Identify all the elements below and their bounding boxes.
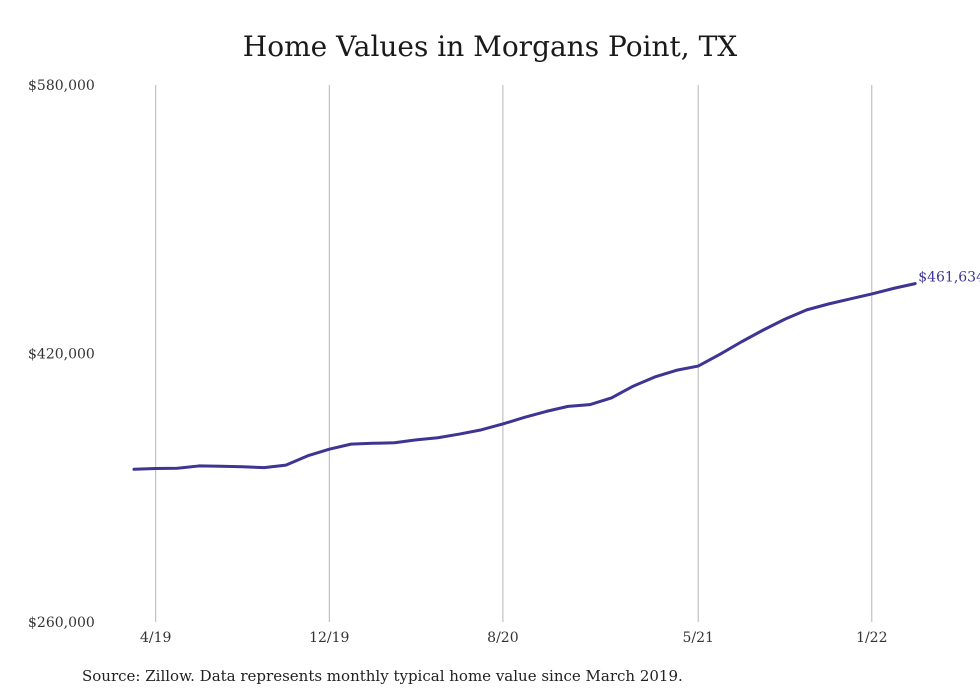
- data-point: [436, 436, 439, 439]
- data-point: [545, 410, 548, 413]
- data-point: [566, 405, 570, 408]
- data-point: [697, 364, 700, 368]
- source-note: Source: Zillow. Data represents monthly …: [82, 667, 683, 685]
- y-tick-label: $260,000: [28, 615, 95, 631]
- data-point: [762, 328, 765, 332]
- x-tick-label: 8/20: [487, 630, 518, 646]
- data-point: [914, 282, 917, 285]
- data-point: [241, 465, 244, 468]
- y-tick-label: $580,000: [28, 78, 95, 94]
- y-axis-ticks: $580,000 $420,000 $260,000: [28, 78, 95, 631]
- x-tick-label: 12/19: [309, 630, 349, 646]
- data-point: [675, 369, 678, 372]
- x-tick-label: 1/22: [856, 630, 887, 646]
- data-point: [653, 375, 656, 379]
- data-point: [154, 467, 157, 470]
- data-point: [371, 442, 374, 445]
- data-point: [176, 467, 179, 470]
- data-point: [870, 292, 873, 296]
- data-point: [523, 416, 526, 419]
- data-point: [219, 465, 222, 468]
- data-point: [414, 438, 418, 442]
- data-point: [783, 317, 787, 321]
- series-layer: $461,634: [132, 270, 980, 471]
- data-point: [263, 466, 266, 469]
- data-point: [501, 422, 505, 426]
- data-point: [458, 432, 461, 436]
- data-point: [718, 353, 722, 356]
- x-tick-label: 5/21: [682, 630, 713, 646]
- data-point: [631, 385, 635, 388]
- data-point: [197, 464, 201, 468]
- data-point: [328, 447, 331, 451]
- data-point: [480, 428, 483, 432]
- data-point: [349, 442, 353, 446]
- y-tick-label: $420,000: [28, 347, 95, 363]
- data-point: [588, 403, 591, 406]
- data-point: [284, 463, 288, 467]
- end-value-label: $461,634: [918, 270, 980, 286]
- data-point: [848, 297, 852, 301]
- x-axis-ticks: 4/19 12/19 8/20 5/21 1/22: [140, 630, 888, 646]
- data-point: [393, 441, 396, 444]
- data-point: [805, 308, 808, 312]
- data-point: [132, 468, 136, 471]
- series-line: [132, 282, 917, 471]
- data-point: [306, 454, 309, 458]
- grid-lines: [155, 85, 873, 622]
- data-point: [892, 287, 895, 290]
- chart-title: Home Values in Morgans Point, TX: [242, 30, 738, 63]
- data-point: [610, 396, 613, 400]
- data-point: [827, 302, 830, 306]
- x-tick-label: 4/19: [140, 630, 171, 646]
- data-point: [740, 340, 743, 343]
